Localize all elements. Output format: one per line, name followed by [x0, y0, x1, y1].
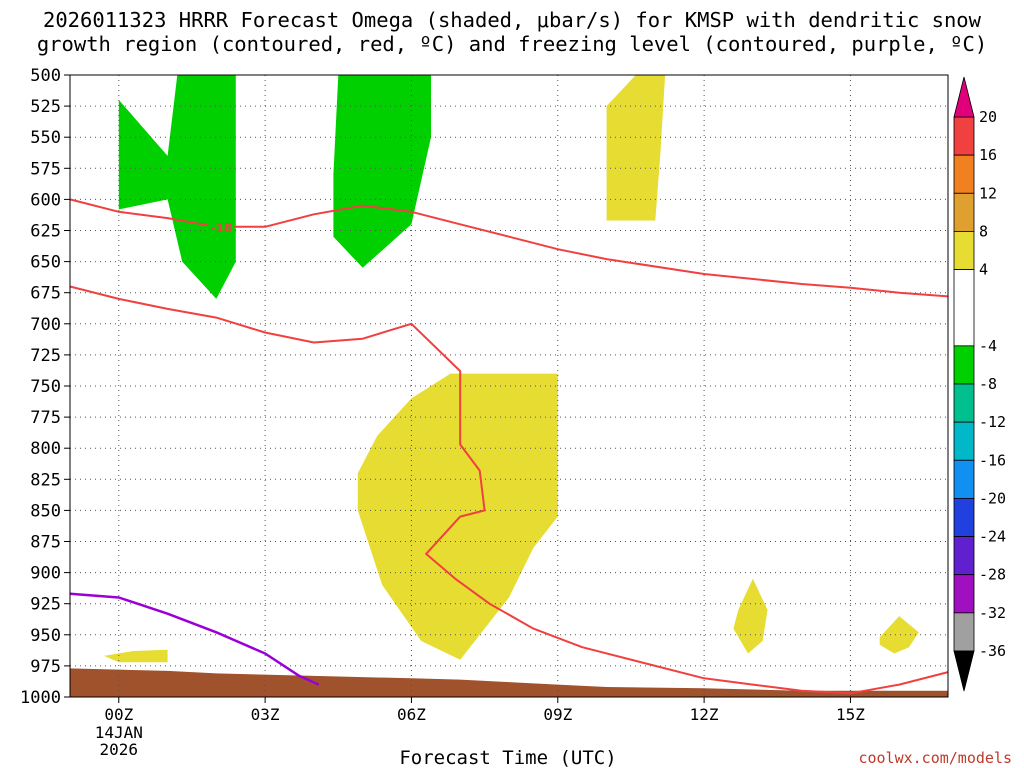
y-tick-label-825: 825: [30, 470, 61, 490]
freezing-level-contour-0: [69, 592, 320, 686]
y-tick-label-775: 775: [30, 408, 61, 428]
dendritic-contour-0: [69, 198, 949, 298]
grid-layer: [70, 74, 948, 698]
colorbar-bin-0: [953, 116, 975, 156]
omega-region-4: [104, 649, 168, 663]
x-tick-sublabel-1: 2026: [100, 740, 139, 759]
omega-region-0: [118, 75, 236, 299]
y-tick-label-850: 850: [30, 501, 61, 521]
colorbar-bin-1: [953, 154, 975, 194]
y-tick-label-900: 900: [30, 564, 61, 584]
contour-label-bg-0: [208, 220, 235, 235]
y-tick-label-575: 575: [30, 159, 61, 179]
y-tick-label-600: 600: [30, 190, 61, 210]
colorbar-over-arrow: [953, 76, 975, 118]
colorbar-tick-label: 4: [979, 261, 988, 279]
colorbar-bin-8: [953, 459, 975, 499]
omega-region-3: [357, 373, 558, 660]
x-tick-label-00Z: 00Z: [104, 705, 133, 724]
omega-region-1: [333, 75, 431, 268]
x-tick-label-09Z: 09Z: [543, 705, 572, 724]
colorbar-tick-label: -16: [979, 451, 1006, 469]
colorbar-tick-label: -36: [979, 642, 1006, 660]
x-tick-label-15Z: 15Z: [836, 705, 865, 724]
colorbar-tick-label: -20: [979, 489, 1006, 507]
y-tick-label-525: 525: [30, 97, 61, 117]
y-tick-label-675: 675: [30, 284, 61, 304]
colorbar-tick-label: 20: [979, 108, 997, 126]
colorbar-bin-6: [953, 383, 975, 423]
y-tick-label-800: 800: [30, 439, 61, 459]
omega-shading-layer: [104, 75, 919, 663]
y-tick-label-725: 725: [30, 346, 61, 366]
dendritic-contour-1: [69, 285, 949, 695]
credit-link[interactable]: coolwx.com/models: [858, 749, 1012, 767]
x-tick-sublabel-0: 14JAN: [95, 723, 143, 742]
colorbar-bin-9: [953, 498, 975, 537]
colorbar: 20 16 12 8 4 -4 -8 -12 -16 -20 -24 -28 -32 -36: [953, 76, 1006, 692]
y-tick-label-625: 625: [30, 222, 61, 242]
y-tick-label-925: 925: [30, 595, 61, 615]
contour-label-0: -18: [210, 221, 232, 235]
colorbar-tick-label: -32: [979, 604, 1006, 622]
colorbar-tick-label: 16: [979, 146, 997, 164]
colorbar-under-arrow: [953, 650, 975, 692]
y-tick-label-550: 550: [30, 128, 61, 148]
colorbar-tick-label: -12: [979, 413, 1006, 431]
omega-region-6: [879, 616, 919, 654]
colorbar-bin-7: [953, 421, 975, 461]
chart-title-line2: growth region (contoured, red, ºC) and f…: [36, 32, 988, 56]
terrain-fill: [70, 668, 948, 697]
chart-title-line1: 2026011323 HRRR Forecast Omega (shaded, …: [43, 8, 981, 32]
colorbar-bin-5: [953, 345, 975, 385]
omega-region-2: [606, 75, 666, 221]
y-tick-label-875: 875: [30, 533, 61, 553]
colorbar-tick-label: -4: [979, 337, 997, 355]
y-tick-label-650: 650: [30, 253, 61, 273]
colorbar-tick-label: 12: [979, 184, 997, 202]
chart-title: 2026011323 HRRR Forecast Omega (shaded, …: [0, 8, 1024, 56]
y-tick-label-950: 950: [30, 626, 61, 646]
axes-layer: 500 525 550 575 600 625 650 675 700 725 750 775 800 8…: [20, 66, 949, 759]
colorbar-bin-2: [953, 192, 975, 232]
x-tick-label-06Z: 06Z: [397, 705, 426, 724]
colorbar-bin-4: [953, 269, 975, 347]
colorbar-bin-11: [953, 574, 975, 614]
contour-layer: -18: [69, 198, 949, 695]
y-tick-label-1000: 1000: [20, 688, 61, 708]
colorbar-tick-label: -24: [979, 528, 1006, 546]
colorbar-tick-label: -8: [979, 375, 997, 393]
terrain-layer: [70, 668, 948, 697]
colorbar-bin-10: [953, 536, 975, 576]
x-tick-label-03Z: 03Z: [251, 705, 280, 724]
x-tick-label-12Z: 12Z: [690, 705, 719, 724]
colorbar-bin-3: [953, 231, 975, 270]
y-tick-label-500: 500: [30, 66, 61, 86]
y-tick-label-750: 750: [30, 377, 61, 397]
colorbar-tick-label: 8: [979, 222, 988, 240]
y-tick-label-975: 975: [30, 657, 61, 677]
colorbar-tick-label: -28: [979, 566, 1006, 584]
x-axis-label: Forecast Time (UTC): [399, 747, 616, 768]
omega-region-5: [733, 578, 768, 654]
colorbar-bin-12: [953, 612, 975, 652]
y-tick-label-700: 700: [30, 315, 61, 335]
